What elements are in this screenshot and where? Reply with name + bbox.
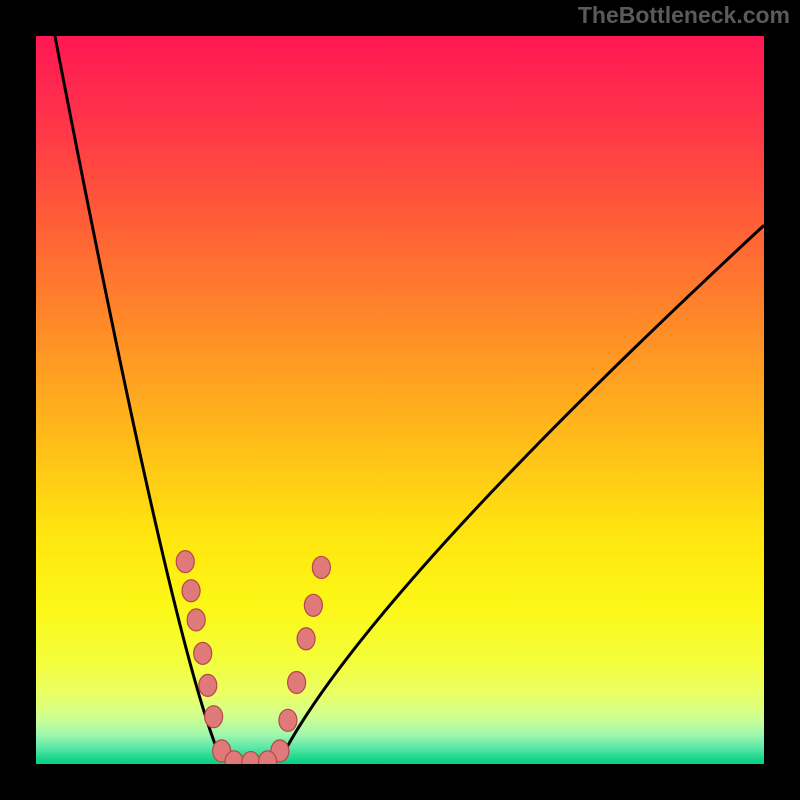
plot-background-gradient: [36, 36, 764, 764]
curve-marker: [279, 709, 297, 731]
curve-marker: [205, 706, 223, 728]
curve-marker: [312, 556, 330, 578]
curve-marker: [288, 671, 306, 693]
curve-marker: [297, 628, 315, 650]
chart-svg: [0, 0, 800, 800]
curve-marker: [176, 551, 194, 573]
curve-marker: [199, 674, 217, 696]
curve-marker: [187, 609, 205, 631]
curve-marker: [182, 580, 200, 602]
curve-marker: [304, 594, 322, 616]
watermark-text: TheBottleneck.com: [578, 2, 790, 29]
curve-marker: [194, 642, 212, 664]
